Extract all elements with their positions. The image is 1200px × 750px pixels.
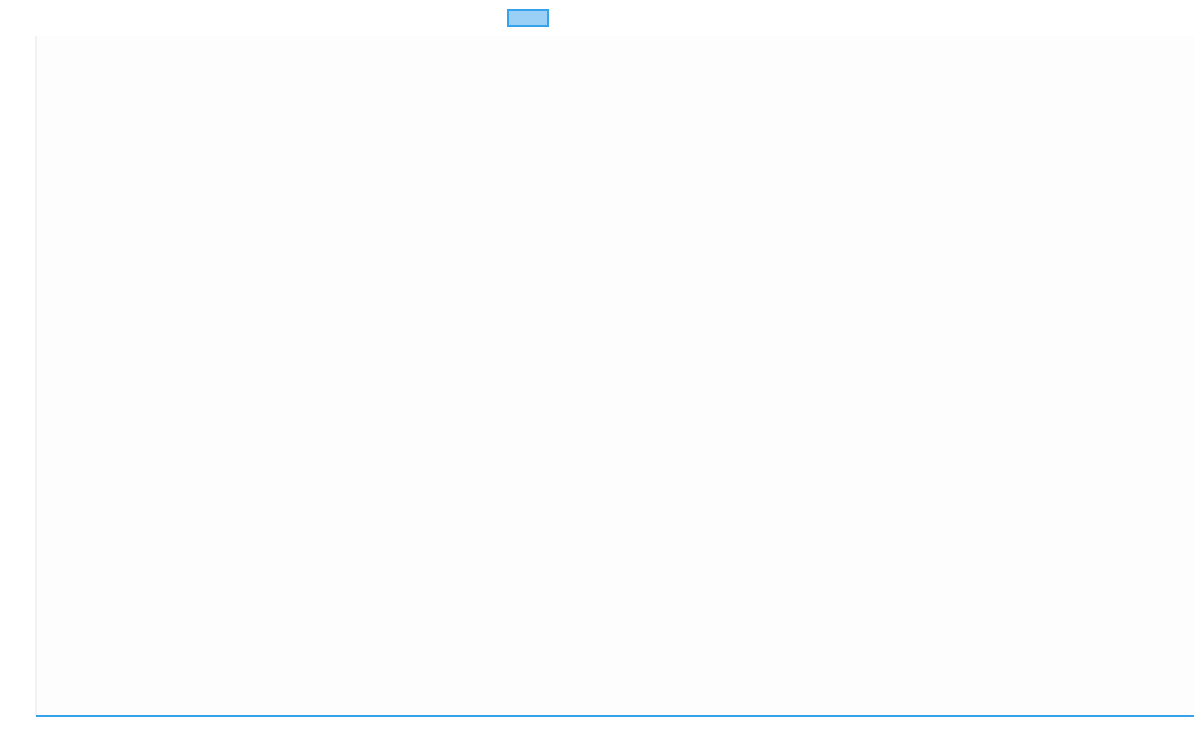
legend-swatch[interactable]	[507, 9, 549, 27]
plot-area	[36, 36, 1194, 716]
legend[interactable]	[507, 9, 549, 27]
